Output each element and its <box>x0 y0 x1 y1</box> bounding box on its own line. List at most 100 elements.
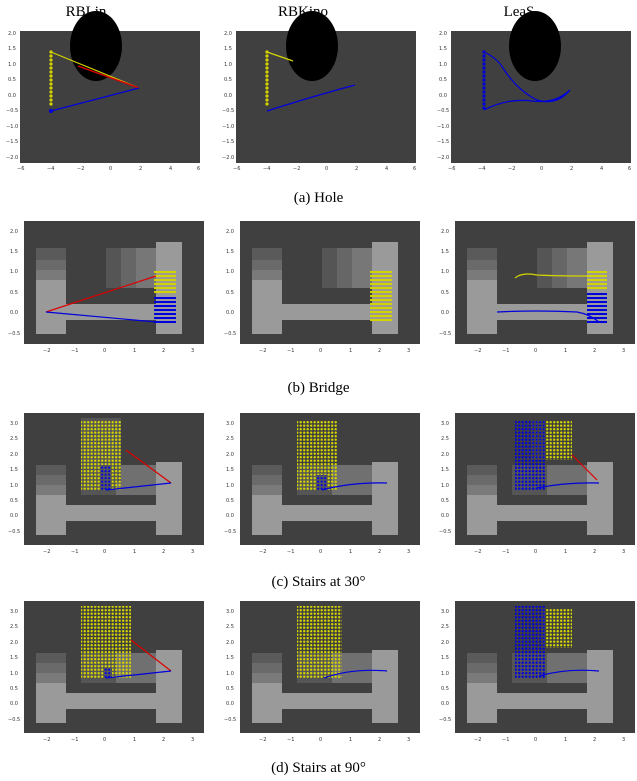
svg-text:−0.5: −0.5 <box>224 331 236 337</box>
svg-text:2: 2 <box>593 348 596 354</box>
svg-text:3.0: 3.0 <box>10 421 18 427</box>
svg-text:2.0: 2.0 <box>10 229 18 235</box>
svg-text:−4: −4 <box>263 166 270 172</box>
svg-text:−2.0: −2.0 <box>437 155 449 161</box>
blue-trajectory <box>50 87 140 112</box>
svg-text:1.5: 1.5 <box>224 46 232 52</box>
svg-text:0.5: 0.5 <box>224 77 232 83</box>
blue-dense-lines <box>154 297 176 323</box>
svg-text:6: 6 <box>197 166 200 172</box>
svg-text:−1: −1 <box>287 348 294 354</box>
svg-text:3: 3 <box>191 737 194 743</box>
svg-text:1.0: 1.0 <box>226 269 234 275</box>
svg-text:1.0: 1.0 <box>226 671 234 677</box>
svg-text:1: 1 <box>133 348 136 354</box>
svg-text:0: 0 <box>103 737 106 743</box>
svg-text:1: 1 <box>564 737 567 743</box>
svg-text:−1: −1 <box>71 737 78 743</box>
svg-text:1.0: 1.0 <box>8 62 16 68</box>
y-tick-labels: 2.0 1.5 1.0 0.5 0.0 −0.5 −1.0 −1.5 −2.0 <box>6 31 18 161</box>
svg-text:−0.5: −0.5 <box>222 108 234 114</box>
caption-stairs-90: (d) Stairs at 90° <box>271 760 366 776</box>
svg-text:2: 2 <box>162 737 165 743</box>
svg-text:3: 3 <box>622 549 625 555</box>
svg-text:0.0: 0.0 <box>10 513 18 519</box>
red-trajectory <box>130 639 172 672</box>
blue-region <box>317 475 327 490</box>
svg-text:1.5: 1.5 <box>10 655 18 661</box>
x-tick-labels: −2 −1 0 1 2 3 <box>43 737 194 743</box>
y-tick-labels: 3.0 2.5 2.0 1.5 1.0 0.5 0.0 −0.5 <box>8 421 20 535</box>
svg-text:0: 0 <box>540 166 543 172</box>
blue-trajectory <box>536 482 600 489</box>
svg-text:2: 2 <box>593 549 596 555</box>
blue-trajectory <box>45 311 157 323</box>
svg-text:1.0: 1.0 <box>441 269 449 275</box>
caption-hole: (a) Hole <box>293 190 344 206</box>
svg-text:−6: −6 <box>233 166 240 172</box>
svg-text:0.5: 0.5 <box>441 686 449 692</box>
y-tick-labels: 3.0 2.5 2.0 1.5 1.0 0.5 0.0 −0.5 <box>8 609 20 723</box>
svg-text:−1: −1 <box>287 549 294 555</box>
svg-text:3: 3 <box>407 737 410 743</box>
svg-text:0: 0 <box>319 549 322 555</box>
stairs90-plot-rblin: 3.0 2.5 2.0 1.5 1.0 0.5 0.0 −0.5 −2 −1 0 1 2 3 <box>8 601 204 743</box>
svg-text:−2: −2 <box>474 737 481 743</box>
svg-text:−2: −2 <box>259 737 266 743</box>
stairs30-plot-rblin: 3.0 2.5 2.0 1.5 1.0 0.5 0.0 −0.5 −2 −1 0 1 2 3 <box>8 413 204 555</box>
svg-text:3: 3 <box>407 348 410 354</box>
yellow-region <box>297 606 342 678</box>
x-tick-labels: −2 −1 0 1 2 3 <box>43 348 194 354</box>
x-tick-labels: −2 −1 0 1 2 3 <box>259 348 410 354</box>
svg-text:2.5: 2.5 <box>226 624 234 630</box>
red-trajectory <box>45 275 157 313</box>
svg-text:−2: −2 <box>293 166 300 172</box>
svg-text:−2: −2 <box>43 549 50 555</box>
blue-trajectory <box>321 482 388 491</box>
svg-text:−2: −2 <box>508 166 515 172</box>
svg-text:2: 2 <box>378 737 381 743</box>
hole-plot-rblin: 2.0 1.5 1.0 0.5 0.0 −0.5 −1.0 −1.5 −2.0 −6 −4 −2 0 2… <box>6 11 200 172</box>
y-tick-labels: 3.0 2.5 2.0 1.5 1.0 0.5 0.0 −0.5 <box>439 421 451 535</box>
svg-text:3.0: 3.0 <box>226 421 234 427</box>
svg-text:1.5: 1.5 <box>226 655 234 661</box>
y-tick-labels: 3.0 2.5 2.0 1.5 1.0 0.5 0.0 −0.5 <box>224 421 236 535</box>
x-tick-labels: −2 −1 0 1 2 3 <box>259 549 410 555</box>
caption-bridge: (b) Bridge <box>287 380 350 396</box>
svg-text:2.5: 2.5 <box>10 436 18 442</box>
x-tick-labels: −2 −1 0 1 2 3 <box>474 737 625 743</box>
svg-text:2: 2 <box>139 166 142 172</box>
svg-text:1.0: 1.0 <box>226 483 234 489</box>
svg-text:−0.5: −0.5 <box>8 529 20 535</box>
svg-text:0: 0 <box>103 348 106 354</box>
stairs90-plot-leas: 3.0 2.5 2.0 1.5 1.0 0.5 0.0 −0.5 −2 −1 0 1 2 3 <box>439 601 635 743</box>
bridge-plot-rblin: 2.0 1.5 1.0 0.5 0.0 −0.5 −2 −1 0 1 2 3 <box>8 221 204 354</box>
svg-text:2: 2 <box>162 348 165 354</box>
svg-text:0.0: 0.0 <box>8 93 16 99</box>
svg-text:0.5: 0.5 <box>10 686 18 692</box>
svg-text:2: 2 <box>162 549 165 555</box>
svg-text:−2.0: −2.0 <box>6 155 18 161</box>
svg-text:3.0: 3.0 <box>441 421 449 427</box>
svg-text:−2: −2 <box>43 737 50 743</box>
svg-text:−4: −4 <box>478 166 485 172</box>
yellow-region <box>81 606 131 678</box>
svg-text:−0.5: −0.5 <box>8 717 20 723</box>
blue-trajectory <box>266 84 356 112</box>
y-tick-labels: 2.0 1.5 1.0 0.5 0.0 −0.5 <box>8 229 20 337</box>
svg-text:0.0: 0.0 <box>441 513 449 519</box>
svg-text:3.0: 3.0 <box>441 609 449 615</box>
svg-text:1: 1 <box>564 549 567 555</box>
svg-text:0.0: 0.0 <box>10 701 18 707</box>
blue-trajectory <box>496 310 600 323</box>
x-tick-labels: −2 −1 0 1 2 3 <box>43 549 194 555</box>
blue-region <box>515 606 545 678</box>
svg-text:0.5: 0.5 <box>226 686 234 692</box>
blue-region <box>101 465 111 490</box>
svg-text:0.0: 0.0 <box>441 701 449 707</box>
svg-text:−2: −2 <box>43 348 50 354</box>
blue-points <box>482 50 486 110</box>
svg-text:1.0: 1.0 <box>10 269 18 275</box>
svg-text:−1: −1 <box>502 549 509 555</box>
svg-text:1.5: 1.5 <box>439 46 447 52</box>
